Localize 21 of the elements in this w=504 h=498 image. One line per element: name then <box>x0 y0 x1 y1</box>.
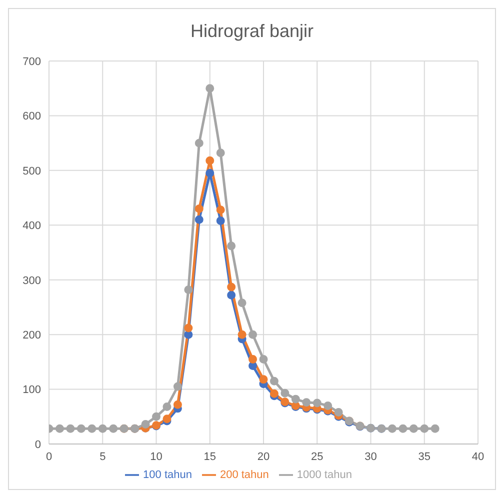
y-tick-label: 0 <box>34 438 41 451</box>
x-tick-label: 25 <box>311 450 324 463</box>
x-tick-label: 30 <box>364 450 377 463</box>
legend-label: 100 tahun <box>143 468 192 481</box>
x-tick-label: 20 <box>257 450 270 463</box>
x-tick-label: 5 <box>100 450 106 463</box>
x-tick-label: 40 <box>472 450 484 463</box>
y-tick-label: 300 <box>22 274 41 287</box>
y-tick-label: 600 <box>22 110 41 123</box>
legend-label: 200 tahun <box>220 468 269 481</box>
x-tick-label: 35 <box>418 450 430 463</box>
x-tick-label: 10 <box>150 450 162 463</box>
x-tick-label: 15 <box>204 450 216 463</box>
y-tick-label: 700 <box>22 56 41 68</box>
y-tick-label: 500 <box>22 165 41 178</box>
chart-title: Hidrograf banjir <box>189 20 315 43</box>
y-tick-label: 200 <box>22 329 41 342</box>
y-tick-label: 400 <box>22 220 41 232</box>
y-tick-label: 100 <box>22 384 41 396</box>
legend-label: 1000 tahun <box>296 468 352 481</box>
x-tick-label: 0 <box>46 450 52 463</box>
